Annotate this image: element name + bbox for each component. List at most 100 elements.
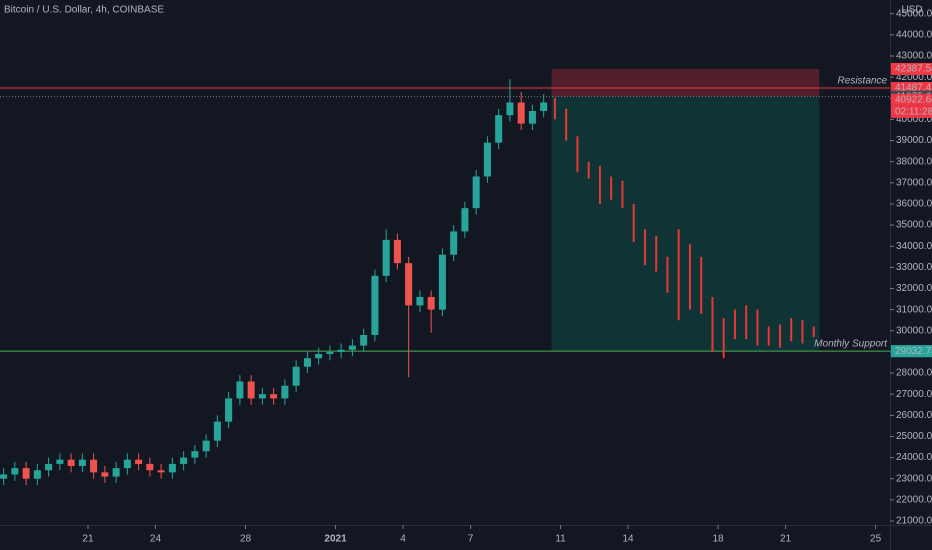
y-tick-label: 26000.00	[896, 410, 932, 421]
x-tick-label: 21	[780, 534, 792, 545]
x-tick-label: 28	[240, 534, 252, 545]
y-tick-label: 40000.00	[896, 114, 932, 125]
y-tick-label: 35000.00	[896, 220, 932, 231]
candle-body	[0, 474, 8, 479]
candle-body	[506, 102, 514, 116]
countdown-box	[891, 105, 932, 118]
candle-body	[528, 110, 536, 124]
x-tick-label: 14	[623, 534, 635, 545]
candle-body	[123, 459, 131, 469]
candle-body	[517, 102, 525, 124]
candle-body	[135, 459, 143, 464]
candle-body	[45, 463, 53, 471]
candle-body	[348, 345, 356, 350]
candle-body	[427, 296, 435, 310]
candle-body	[33, 470, 41, 479]
y-tick-label: 33000.00	[896, 262, 932, 273]
candle-body	[270, 394, 278, 399]
candle-body	[303, 358, 311, 367]
candle-body	[371, 275, 379, 335]
candle-body	[461, 208, 469, 232]
y-tick-label: 23000.00	[896, 473, 932, 484]
candle-body	[67, 459, 75, 467]
x-tick-label: 7	[468, 534, 474, 545]
price-label-box	[891, 345, 932, 358]
candle-body	[78, 459, 86, 467]
candle-body	[450, 231, 458, 255]
candle-body	[360, 334, 368, 346]
candle-body	[292, 366, 300, 386]
price-label: 29032.78	[895, 346, 932, 357]
y-tick-label: 32000.00	[896, 283, 932, 294]
y-tick-label: 36000.00	[896, 199, 932, 210]
price-label: 40922.64	[895, 95, 932, 106]
candle-body	[393, 239, 401, 264]
y-tick-label: 37000.00	[896, 177, 932, 188]
candle-body	[213, 421, 221, 441]
y-tick-label: 45000.00	[896, 8, 932, 19]
candle-body	[483, 142, 491, 177]
countdown: 02:11:28	[895, 107, 932, 118]
y-tick-label: 34000.00	[896, 241, 932, 252]
y-tick-label: 44000.00	[896, 30, 932, 41]
candle-body	[191, 451, 199, 458]
position-stop-zone	[551, 68, 820, 97]
candle-body	[326, 351, 334, 355]
candle-body	[337, 349, 345, 352]
candle-body	[180, 457, 188, 464]
candle-body	[225, 398, 233, 422]
candle-body	[405, 263, 413, 306]
x-tick-label: 25	[870, 534, 882, 545]
candle-body	[22, 468, 30, 479]
y-tick-label: 24000.00	[896, 452, 932, 463]
y-tick-label: 25000.00	[896, 431, 932, 442]
y-tick-label: 30000.00	[896, 325, 932, 336]
candle-body	[90, 459, 98, 473]
y-tick-label: 38000.00	[896, 156, 932, 167]
chart-title: Bitcoin / U.S. Dollar, 4h, COINBASE	[4, 5, 164, 16]
candle-body	[157, 470, 165, 473]
candle-body	[382, 239, 390, 276]
candle-body	[56, 459, 64, 464]
candle-body	[472, 176, 480, 209]
candle-body	[112, 468, 120, 477]
x-tick-label: 24	[150, 534, 162, 545]
x-tick-label: 18	[713, 534, 725, 545]
price-label: 41487.41	[895, 83, 932, 94]
candle-body	[495, 115, 503, 143]
y-tick-label: 43000.00	[896, 51, 932, 62]
support-label: Monthly Support	[814, 339, 888, 350]
candle-body	[168, 463, 176, 473]
x-tick-label: 4	[400, 534, 406, 545]
resistance-label: Resistance	[838, 76, 888, 87]
y-tick-label: 27000.00	[896, 389, 932, 400]
candle-body	[202, 440, 210, 452]
candle-body	[258, 394, 266, 399]
candle-body	[247, 381, 255, 399]
candle-body	[281, 385, 289, 399]
y-tick-label: 28000.00	[896, 368, 932, 379]
x-tick-label: 11	[555, 534, 566, 545]
candle-body	[101, 472, 109, 477]
candle-body	[146, 463, 154, 471]
y-tick-label: 31000.00	[896, 304, 932, 315]
x-tick-label: 21	[82, 534, 94, 545]
currency-label: USD	[901, 5, 922, 16]
y-tick-label: 21000.00	[896, 516, 932, 527]
y-tick-label: 22000.00	[896, 494, 932, 505]
x-tick-label: 2021	[324, 534, 347, 545]
y-tick-label: 42000.00	[896, 72, 932, 83]
candle-body	[236, 381, 244, 399]
candle-body	[315, 354, 323, 359]
y-tick-label: 39000.00	[896, 135, 932, 146]
price-label: 42387.58	[895, 64, 932, 75]
price-label-box	[891, 93, 932, 106]
candle-body	[11, 468, 19, 475]
position-target-zone	[551, 96, 820, 352]
price-label-box	[891, 62, 932, 75]
candle-body	[416, 296, 424, 306]
candle-body	[540, 102, 548, 111]
